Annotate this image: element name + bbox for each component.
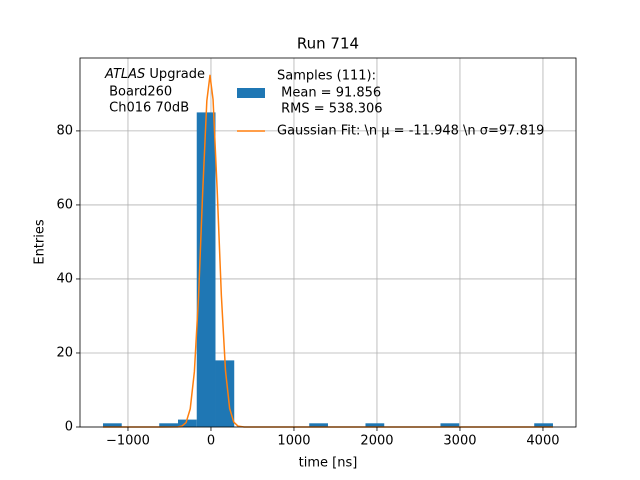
bar <box>309 423 328 427</box>
legend-label: Mean = 91.856 <box>277 86 381 101</box>
annotation-text: Upgrade <box>149 67 205 82</box>
bar <box>440 423 460 427</box>
plot-frame <box>79 57 577 428</box>
bar <box>159 423 178 427</box>
legend-swatch <box>237 88 265 98</box>
x-tick-label: 4000 <box>526 434 559 449</box>
x-tick-label: 1000 <box>277 434 310 449</box>
y-tick-label: 80 <box>56 123 73 138</box>
x-tick-label: 0 <box>207 434 215 449</box>
y-tick-label: 60 <box>56 197 73 212</box>
annotation-line: Ch016 70dB <box>105 101 189 116</box>
x-tick-label: −1000 <box>106 434 150 449</box>
legend: Samples (111): Mean = 91.856 RMS = 538.3… <box>237 69 544 139</box>
legend-label: RMS = 538.306 <box>277 102 383 117</box>
chart-title: Run 714 <box>297 35 359 53</box>
y-tick-label: 40 <box>56 271 73 286</box>
legend-label: Samples (111): <box>277 69 376 84</box>
bar <box>177 419 197 427</box>
y-tick-label: 20 <box>56 345 73 360</box>
legend-label: Gaussian Fit: \n μ = -11.948 \n σ=97.819 <box>277 124 544 139</box>
fit-line <box>102 74 553 428</box>
y-axis-label: Entries <box>33 219 48 265</box>
annotation: ATLAS Upgrade <box>104 67 205 82</box>
x-axis-label: time [ns] <box>299 456 358 471</box>
bar <box>365 423 385 427</box>
y-tick-label: 0 <box>65 420 73 435</box>
x-tick-label: 3000 <box>443 434 476 449</box>
bar <box>102 423 122 427</box>
bar <box>534 423 553 427</box>
bar <box>196 112 216 427</box>
annotation-italic: ATLAS <box>104 67 145 82</box>
x-tick-label: 2000 <box>360 434 393 449</box>
annotation-line: Board260 <box>105 85 172 100</box>
